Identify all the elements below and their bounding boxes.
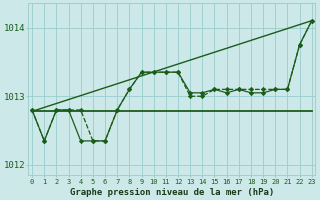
X-axis label: Graphe pression niveau de la mer (hPa): Graphe pression niveau de la mer (hPa) — [70, 188, 274, 197]
